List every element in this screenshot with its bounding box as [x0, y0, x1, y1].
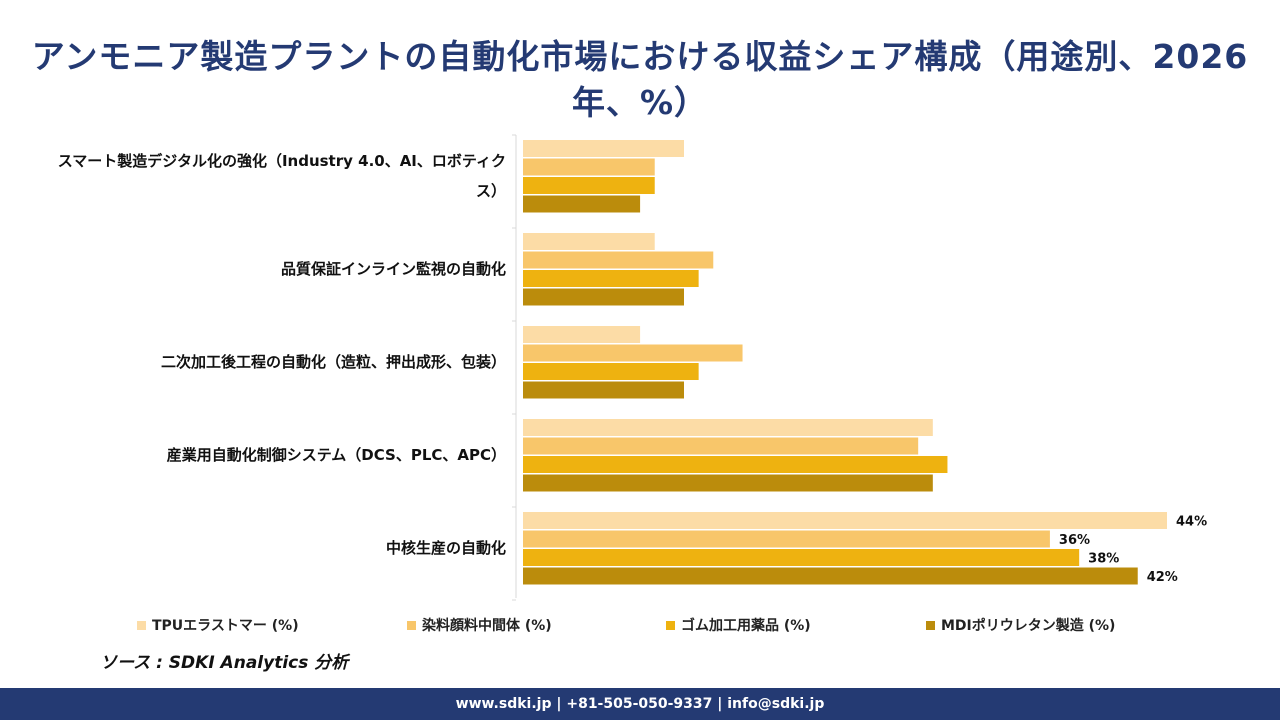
- source-note: ソース : SDKI Analytics 分析: [100, 653, 349, 673]
- legend-swatch: [926, 620, 935, 630]
- data-label: 42%: [1147, 570, 1178, 585]
- legend-swatch: [407, 620, 416, 630]
- legend-label: ゴム加工用薬品 (%): [681, 618, 811, 634]
- legend-label: 染料顔料中間体 (%): [422, 618, 552, 634]
- bar: [523, 381, 684, 399]
- data-label: 38%: [1088, 552, 1119, 567]
- data-label: 44%: [1176, 515, 1207, 530]
- bar: [523, 326, 641, 343]
- bar: [523, 195, 641, 213]
- legend-item: TPUエラストマー (%): [137, 615, 299, 635]
- bar: [523, 474, 933, 492]
- bar: [523, 344, 743, 362]
- bar: [523, 437, 919, 455]
- bar-chart: 44% 36% 38% 42%: [512, 134, 1207, 601]
- bar: [523, 419, 933, 436]
- legend-swatch: [137, 620, 146, 630]
- legend-label: TPUエラストマー (%): [152, 618, 299, 634]
- bar: [523, 158, 655, 176]
- data-label: 36%: [1059, 533, 1090, 548]
- category-label: 二次加工後工程の自動化（造粒、押出成形、包装）: [160, 353, 506, 371]
- bar: [523, 140, 684, 157]
- legend-label: MDIポリウレタン製造 (%): [941, 618, 1116, 634]
- bar: [523, 363, 699, 380]
- bar: [523, 251, 714, 269]
- legend-swatch: [666, 620, 675, 630]
- legend-item: MDIポリウレタン製造 (%): [926, 615, 1115, 635]
- bar: [523, 288, 684, 306]
- bar: [523, 456, 948, 473]
- bar: [523, 177, 655, 194]
- category-label: 品質保証インライン監視の自動化: [280, 260, 506, 278]
- bar: [523, 512, 1167, 529]
- bar: [523, 233, 655, 250]
- bar: [523, 567, 1138, 585]
- bar: [523, 549, 1080, 566]
- bar: [523, 530, 1050, 548]
- legend-item: ゴム加工用薬品 (%): [666, 615, 811, 635]
- category-label: 産業用自動化制御システム（DCS、PLC、APC）: [166, 446, 506, 464]
- bar: [523, 270, 699, 287]
- legend-item: 染料顔料中間体 (%): [407, 615, 552, 635]
- chart-title: アンモニア製造プラントの自動化市場における収益シェア構成（用途別、2026年、%…: [31, 37, 1249, 122]
- footer-contact: www.sdki.jp | +81-505-050-9337 | info@sd…: [0, 688, 1280, 720]
- category-label: 中核生産の自動化: [385, 539, 506, 557]
- category-label: スマート製造デジタル化の強化（Industry 4.0、AI、ロボティクス）: [57, 152, 506, 200]
- chart-legend: TPUエラストマー (%) 染料顔料中間体 (%) ゴム加工用薬品 (%) MDIポリ…: [0, 615, 1280, 639]
